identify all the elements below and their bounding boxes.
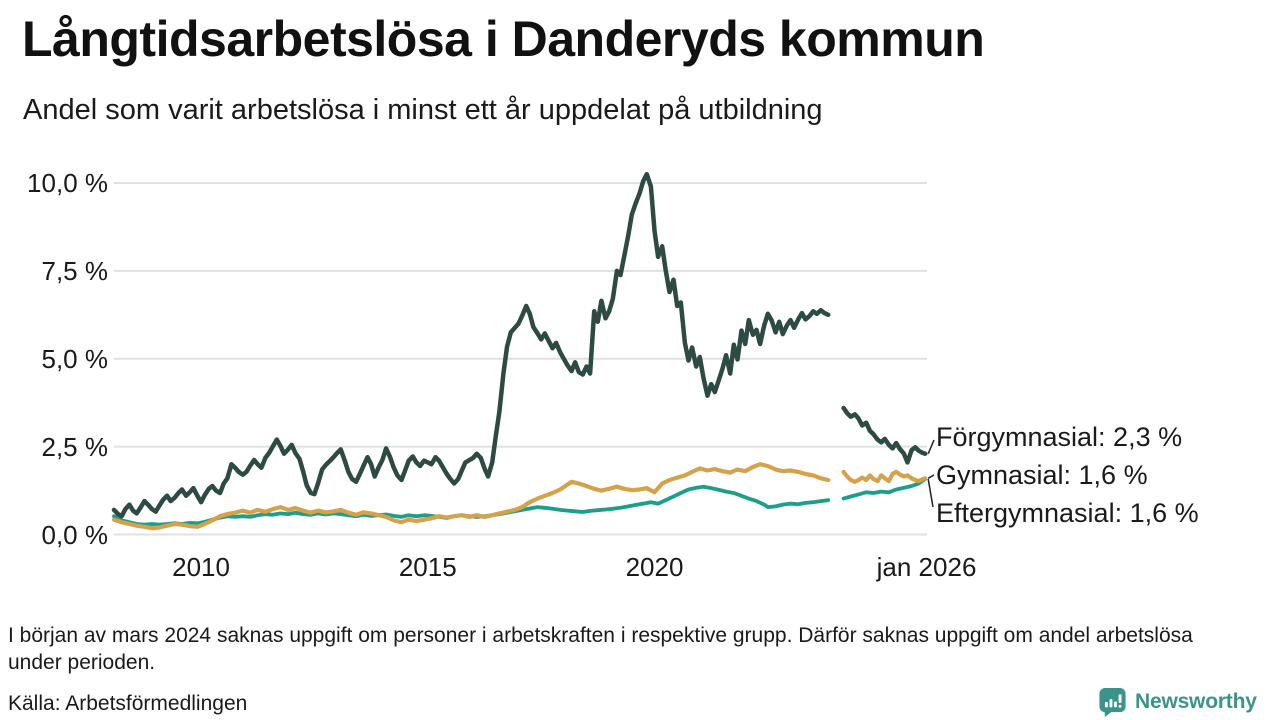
series-line-gymnasial (111, 462, 831, 531)
page-title: Långtidsarbetslösa i Danderyds kommun (22, 11, 985, 67)
source-credit: Källa: Arbetsförmedlingen (8, 692, 248, 715)
label-leader-line (927, 478, 934, 508)
series-end-label-gymnasial: Gymnasial: 1,6 % (936, 460, 1148, 490)
x-tick-label: 2010 (172, 552, 230, 582)
y-tick-label: 10,0 % (27, 168, 108, 198)
series-end-label-eftergymnasial: Eftergymnasial: 1,6 % (936, 498, 1199, 528)
label-leader-line (927, 439, 935, 454)
newsworthy-logo-text: Newsworthy (1135, 689, 1257, 713)
x-tick-label: jan 2026 (876, 552, 977, 582)
newsworthy-logo-icon (1099, 687, 1126, 717)
y-tick-label: 2,5 % (41, 431, 109, 462)
page-subtitle: Andel som varit arbetslösa i minst ett å… (23, 94, 823, 126)
series-end-label-forgymnasial: Förgymnasial: 2,3 % (936, 422, 1183, 452)
x-tick-label: 2020 (625, 552, 684, 582)
series-line-gymnasial (841, 469, 928, 484)
y-tick-label: 0,0 % (41, 519, 109, 550)
series-line-förgymnasial (111, 171, 831, 519)
y-tick-label: 5,0 % (41, 343, 109, 374)
label-leader-line (927, 474, 935, 479)
newsworthy-brand: Newsworthy (1097, 686, 1257, 717)
y-tick-label: 7,5 % (41, 255, 109, 286)
x-tick-label: 2015 (398, 552, 457, 582)
series-line-eftergymnasial (841, 477, 928, 501)
series-line-förgymnasial (841, 405, 928, 465)
footnote: I början av mars 2024 saknas uppgift om … (8, 624, 1193, 674)
